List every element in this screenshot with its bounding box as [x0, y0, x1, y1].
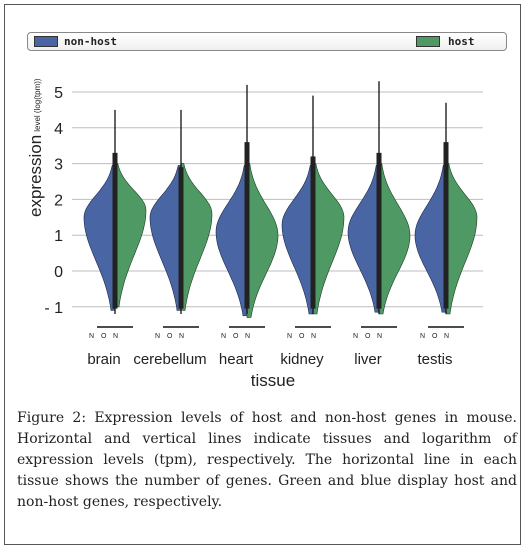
group-tick-testis-1: O [432, 333, 438, 340]
group-tick-brain-1: O [101, 333, 107, 340]
violin-non-host-cerebellum [149, 165, 182, 311]
box-kidney [310, 156, 316, 309]
violin-non-host-liver [347, 165, 380, 313]
x-axis-label: tissue [251, 371, 295, 390]
group-tick-testis-0: N [420, 333, 425, 340]
group-tick-kidney-0: N [287, 333, 292, 340]
legend: non-host host [27, 32, 507, 51]
group-tick-cerebellum-1: O [167, 333, 173, 340]
group-tick-kidney-1: O [299, 333, 305, 340]
y-tick-label: 4 [54, 121, 63, 138]
y-tick-label: 0 [54, 264, 63, 281]
box-brain [112, 152, 118, 309]
violin-host-heart [246, 163, 279, 318]
group-tick-cerebellum-0: N [155, 333, 160, 340]
y-tick-label: 1 [54, 228, 63, 245]
group-tick-testis-2: N [444, 333, 449, 340]
y-tick-label: 5 [54, 85, 63, 102]
x-tick-label-brain: brain [87, 351, 120, 368]
x-tick-label-heart: heart [219, 351, 254, 368]
box-liver [376, 152, 382, 309]
group-tick-heart-1: O [233, 333, 239, 340]
legend-swatch-host [416, 36, 440, 47]
group-tick-brain-2: N [113, 333, 118, 340]
legend-swatch-non-host [34, 36, 58, 47]
box-heart [244, 142, 250, 309]
y-axis-label-sub: level (log(tpm)) [33, 78, 42, 132]
violin-host-brain [114, 163, 147, 308]
group-tick-liver-1: O [365, 333, 371, 340]
box-cerebellum [178, 167, 184, 309]
legend-label-host: host [448, 35, 475, 48]
violin-host-cerebellum [180, 163, 213, 311]
y-tick-label: - 1 [44, 300, 63, 317]
group-tick-brain-0: N [89, 333, 94, 340]
x-tick-label-kidney: kidney [280, 351, 324, 368]
y-tick-label: 3 [54, 157, 63, 174]
figure-frame: non-host host 5 4 3 2 1 0 - 1 expression level (… [4, 4, 521, 545]
x-tick-label-cerebellum: cerebellum [133, 351, 206, 368]
group-tick-heart-2: N [245, 333, 250, 340]
violin-non-host-kidney [281, 165, 314, 315]
x-tick-label-testis: testis [417, 351, 452, 368]
box-testis [443, 142, 449, 309]
violin-non-host-testis [414, 165, 447, 313]
violin-non-host-brain [83, 165, 116, 311]
group-tick-liver-0: N [353, 333, 358, 340]
group-tick-heart-0: N [221, 333, 226, 340]
group-tick-liver-2: N [377, 333, 382, 340]
group-tick-cerebellum-2: N [179, 333, 184, 340]
y-axis-label-main: expression [26, 135, 45, 217]
group-tick-kidney-2: N [311, 333, 316, 340]
y-axis-label: expression level (log(tpm)) [26, 78, 45, 217]
violin-host-liver [378, 163, 411, 315]
x-tick-label-liver: liver [354, 351, 382, 368]
violin-host-testis [445, 163, 478, 315]
violin-non-host-heart [215, 165, 248, 317]
violin-host-kidney [312, 163, 345, 315]
y-tick-label: 2 [54, 192, 63, 209]
legend-label-non-host: non-host [64, 35, 117, 48]
figure-caption: Figure 2: Expression levels of host and … [17, 410, 517, 510]
